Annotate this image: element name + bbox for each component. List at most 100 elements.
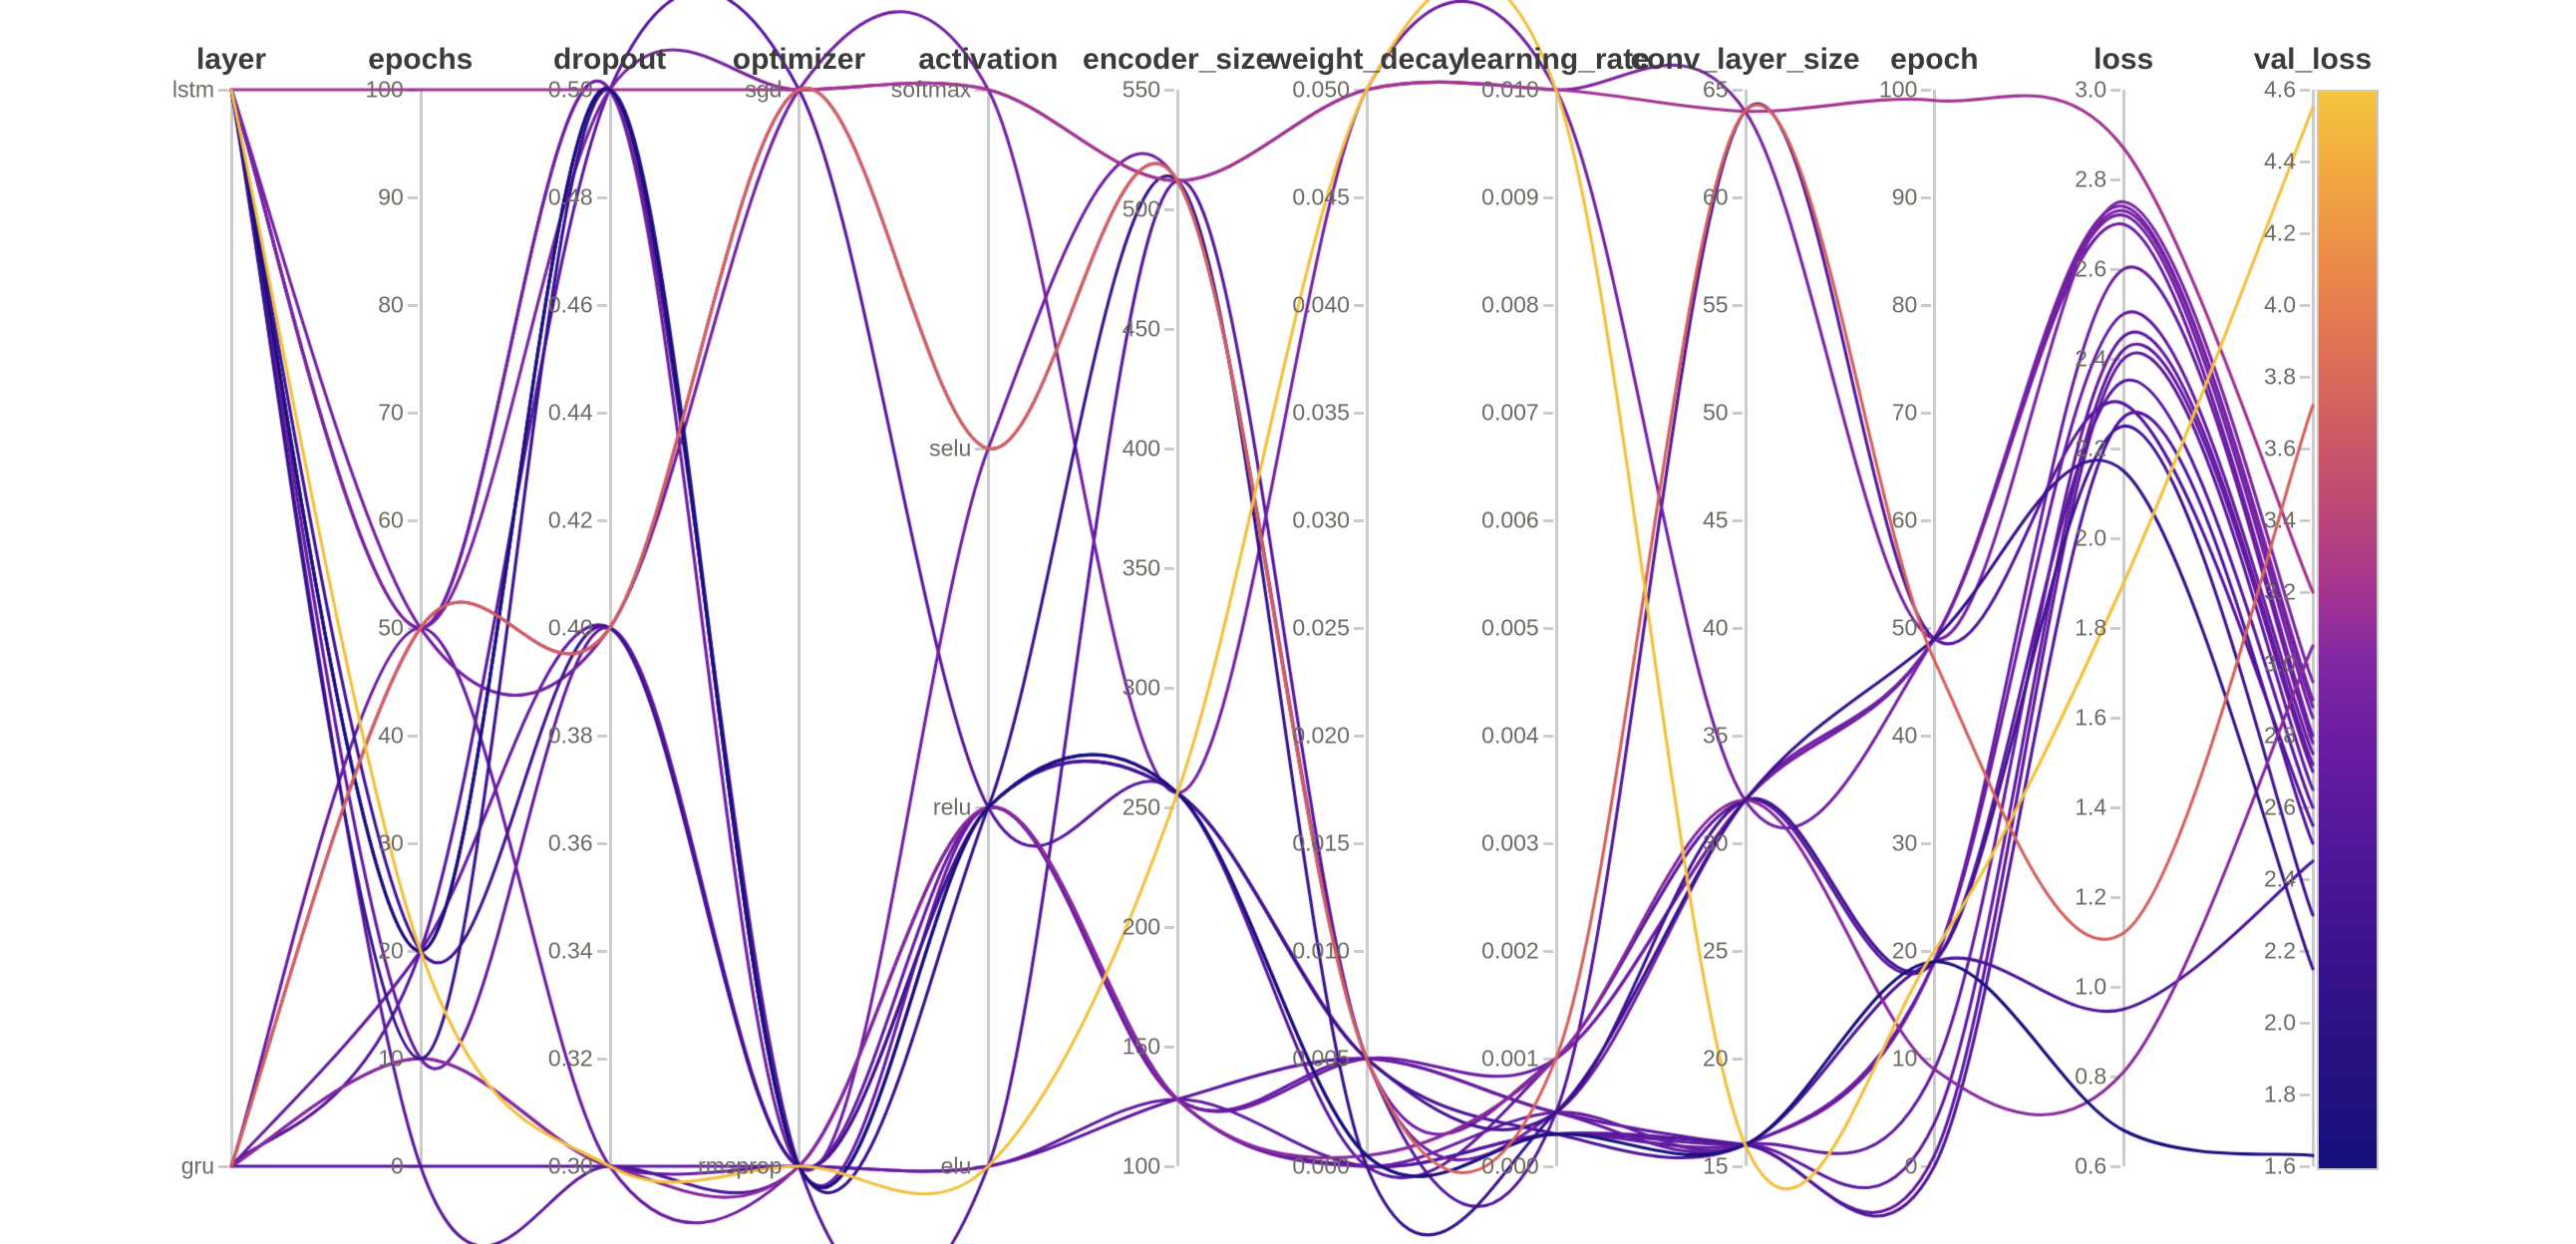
tick-label-weight_decay: 0.050 [1292, 76, 1350, 103]
axis-title-epoch[interactable]: epoch [1890, 43, 1979, 76]
tick-label-dropout: 0.48 [547, 183, 593, 210]
tick-label-layer: gru [180, 1152, 214, 1179]
tick-label-weight_decay: 0.030 [1292, 506, 1350, 533]
tick-label-dropout: 0.36 [547, 829, 593, 856]
tick-label-loss: 1.2 [2075, 883, 2107, 910]
tick-label-weight_decay: 0.015 [1292, 829, 1350, 856]
tick-label-epoch: 60 [1891, 506, 1918, 533]
tick-label-epoch: 0 [1904, 1152, 1918, 1179]
tick-label-learning_rate: 0.007 [1481, 399, 1539, 426]
tick-label-val_loss: 1.8 [2264, 1081, 2296, 1107]
tick-label-loss: 3.0 [2075, 76, 2107, 103]
tick-label-dropout: 0.44 [547, 399, 593, 426]
tick-label-conv_layer_size: 50 [1702, 399, 1729, 426]
tick-label-epochs: 70 [378, 399, 404, 426]
tick-label-layer: lstm [171, 76, 214, 103]
tick-label-encoder_size: 550 [1122, 76, 1161, 103]
tick-label-val_loss: 3.6 [2264, 435, 2296, 462]
tick-label-val_loss: 2.6 [2264, 793, 2296, 820]
tick-label-val_loss: 2.8 [2264, 722, 2296, 749]
tick-label-encoder_size: 250 [1122, 793, 1161, 820]
tick-label-learning_rate: 0.009 [1481, 183, 1539, 210]
tick-label-loss: 2.0 [2075, 524, 2107, 551]
tick-label-epochs: 20 [378, 937, 404, 964]
tick-label-activation: selu [929, 435, 972, 462]
tick-label-epoch: 20 [1891, 937, 1918, 964]
tick-label-epoch: 10 [1891, 1045, 1918, 1072]
tick-label-epochs: 80 [378, 291, 404, 318]
tick-label-epoch: 80 [1891, 291, 1918, 318]
tick-label-loss: 1.8 [2075, 614, 2107, 641]
axis-title-activation[interactable]: activation [918, 43, 1059, 76]
tick-label-learning_rate: 0.006 [1481, 506, 1539, 533]
tick-label-learning_rate: 0.010 [1481, 76, 1539, 103]
tick-label-activation: relu [932, 793, 972, 820]
tick-label-learning_rate: 0.003 [1481, 829, 1539, 856]
tick-label-loss: 1.4 [2075, 793, 2107, 820]
tick-label-epoch: 50 [1891, 614, 1918, 641]
axis-title-learning_rate[interactable]: learning_rate [1461, 43, 1650, 76]
tick-label-encoder_size: 350 [1122, 554, 1161, 581]
tick-label-epochs: 30 [378, 829, 404, 856]
tick-label-val_loss: 3.4 [2264, 506, 2296, 533]
tick-label-weight_decay: 0.035 [1292, 399, 1350, 426]
tick-label-val_loss: 2.0 [2264, 1009, 2296, 1036]
tick-label-epoch: 90 [1891, 183, 1918, 210]
axis-title-dropout[interactable]: dropout [552, 43, 667, 76]
tick-label-val_loss: 4.6 [2264, 76, 2296, 103]
tick-label-learning_rate: 0.002 [1481, 937, 1539, 964]
tick-label-dropout: 0.30 [547, 1152, 593, 1179]
tick-label-optimizer: rmsprop [698, 1152, 783, 1179]
axis-title-optimizer[interactable]: optimizer [732, 43, 866, 76]
tick-label-val_loss: 4.4 [2264, 148, 2296, 174]
tick-label-optimizer: sgd [745, 76, 783, 103]
tick-label-learning_rate: 0.000 [1481, 1152, 1539, 1179]
tick-label-conv_layer_size: 20 [1702, 1045, 1729, 1072]
axis-title-conv_layer_size[interactable]: conv_layer_size [1630, 43, 1860, 76]
tick-label-weight_decay: 0.005 [1292, 1045, 1350, 1072]
tick-label-encoder_size: 300 [1122, 674, 1161, 701]
tick-label-encoder_size: 500 [1122, 195, 1161, 222]
tick-label-val_loss: 3.0 [2264, 650, 2296, 677]
tick-label-dropout: 0.50 [547, 76, 593, 103]
tick-label-epochs: 90 [378, 183, 404, 210]
tick-label-encoder_size: 100 [1122, 1152, 1161, 1179]
tick-label-loss: 2.6 [2075, 255, 2107, 282]
tick-label-conv_layer_size: 65 [1702, 76, 1729, 103]
tick-label-dropout: 0.34 [547, 937, 593, 964]
tick-label-dropout: 0.42 [547, 506, 593, 533]
tick-label-conv_layer_size: 30 [1702, 829, 1729, 856]
tick-label-weight_decay: 0.000 [1292, 1152, 1350, 1179]
val-loss-colorbar [2317, 90, 2379, 1170]
axis-title-weight_decay[interactable]: weight_decay [1268, 43, 1465, 76]
tick-label-val_loss: 2.2 [2264, 937, 2296, 964]
tick-label-epoch: 70 [1891, 399, 1918, 426]
tick-label-epochs: 0 [391, 1152, 404, 1179]
tick-label-epoch: 100 [1878, 76, 1918, 103]
tick-label-loss: 0.6 [2075, 1152, 2107, 1179]
tick-label-encoder_size: 200 [1122, 913, 1161, 940]
tick-label-epochs: 40 [378, 722, 404, 749]
tick-label-epoch: 30 [1891, 829, 1918, 856]
tick-label-dropout: 0.38 [547, 722, 593, 749]
tick-label-val_loss: 2.4 [2264, 865, 2296, 892]
tick-label-conv_layer_size: 35 [1702, 722, 1729, 749]
axis-title-epochs[interactable]: epochs [368, 43, 474, 76]
tick-label-val_loss: 4.2 [2264, 219, 2296, 246]
tick-label-learning_rate: 0.005 [1481, 614, 1539, 641]
tick-label-loss: 2.4 [2075, 345, 2107, 372]
tick-label-conv_layer_size: 40 [1702, 614, 1729, 641]
axis-title-val_loss[interactable]: val_loss [2253, 43, 2373, 76]
tick-label-conv_layer_size: 55 [1702, 291, 1729, 318]
tick-label-loss: 0.8 [2075, 1063, 2107, 1089]
axis-title-encoder_size[interactable]: encoder_size [1083, 43, 1273, 76]
tick-label-loss: 1.0 [2075, 973, 2107, 1000]
tick-label-activation: softmax [890, 76, 972, 103]
tick-label-loss: 2.8 [2075, 165, 2107, 192]
tick-label-val_loss: 1.6 [2264, 1152, 2296, 1179]
tick-label-val_loss: 3.2 [2264, 578, 2296, 605]
axis-title-layer[interactable]: layer [195, 43, 267, 76]
axis-title-loss[interactable]: loss [2093, 43, 2154, 76]
